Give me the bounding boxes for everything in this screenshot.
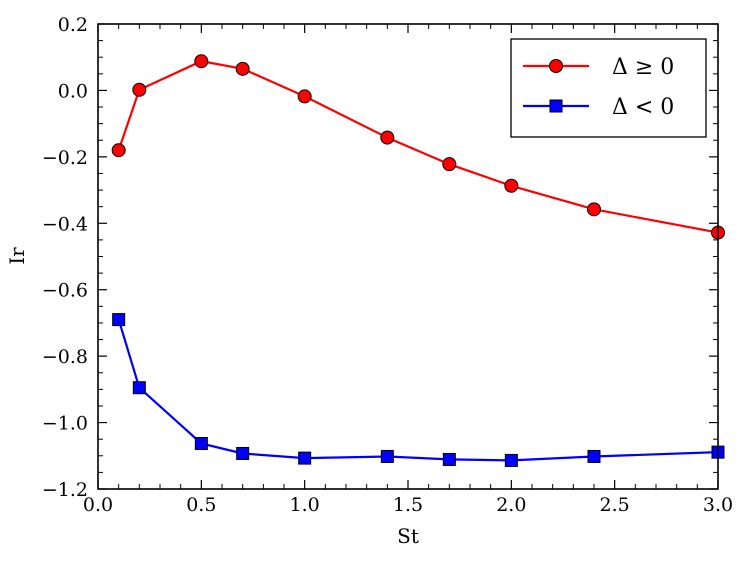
series-1-point <box>132 82 147 97</box>
series-1-point <box>111 143 126 158</box>
series-1-point <box>587 202 601 217</box>
legend-box <box>510 38 707 138</box>
x-tick-label: 3.0 <box>703 494 733 516</box>
y-tick-label: −1.2 <box>42 479 88 501</box>
y-tick-label: −0.4 <box>42 213 88 235</box>
series-2-point <box>132 381 146 395</box>
series-2-point <box>236 446 250 460</box>
series-2-point <box>194 436 208 450</box>
x-tick-label: 2.5 <box>600 494 630 516</box>
series-1-point <box>442 157 457 172</box>
y-axis-label: Ir <box>5 247 29 265</box>
series-1-point <box>504 178 519 193</box>
legend-marker-2 <box>549 99 563 113</box>
y-tick-label: −0.2 <box>42 147 88 169</box>
series-2-point <box>112 313 126 327</box>
x-tick-label: 1.5 <box>393 494 423 516</box>
chart-series <box>111 54 725 467</box>
x-tick-label: 2.0 <box>496 494 526 516</box>
y-tick-label: 0.2 <box>58 14 88 36</box>
series-2-point <box>504 453 518 467</box>
series-2-point <box>442 452 456 466</box>
series-2-point <box>380 449 394 463</box>
y-tick-label: −0.8 <box>42 346 88 368</box>
series-1-point <box>297 89 312 104</box>
series-2-point <box>587 449 601 463</box>
legend-label-2: Δ < 0 <box>612 95 674 120</box>
legend-label-1: Δ ≥ 0 <box>612 55 674 80</box>
legend: Δ ≥ 0 Δ < 0 <box>510 38 707 138</box>
y-tick-label: −1.0 <box>42 413 88 435</box>
series-1-point <box>235 61 250 76</box>
tick-labels: 0.0 0.5 1.0 1.5 2.0 2.5 3.0 0.2 0.0 −0.2 −0.4 −0.6 −… <box>42 14 733 516</box>
series-line-2 <box>117 319 719 462</box>
legend-marker-1 <box>549 59 563 73</box>
series-2-point <box>298 451 312 465</box>
series-1-point <box>380 130 395 145</box>
y-tick-label: −0.6 <box>42 280 88 302</box>
y-tick-label: 0.0 <box>58 80 88 102</box>
x-tick-label: 0.5 <box>186 494 216 516</box>
series-1-point <box>194 54 209 69</box>
x-axis-label: St <box>397 524 419 548</box>
x-tick-label: 0.0 <box>83 494 113 516</box>
series-line-1 <box>117 60 719 234</box>
x-tick-label: 1.0 <box>290 494 320 516</box>
plot-frame <box>97 23 719 490</box>
legend-items: Δ ≥ 0 Δ < 0 <box>523 55 674 120</box>
